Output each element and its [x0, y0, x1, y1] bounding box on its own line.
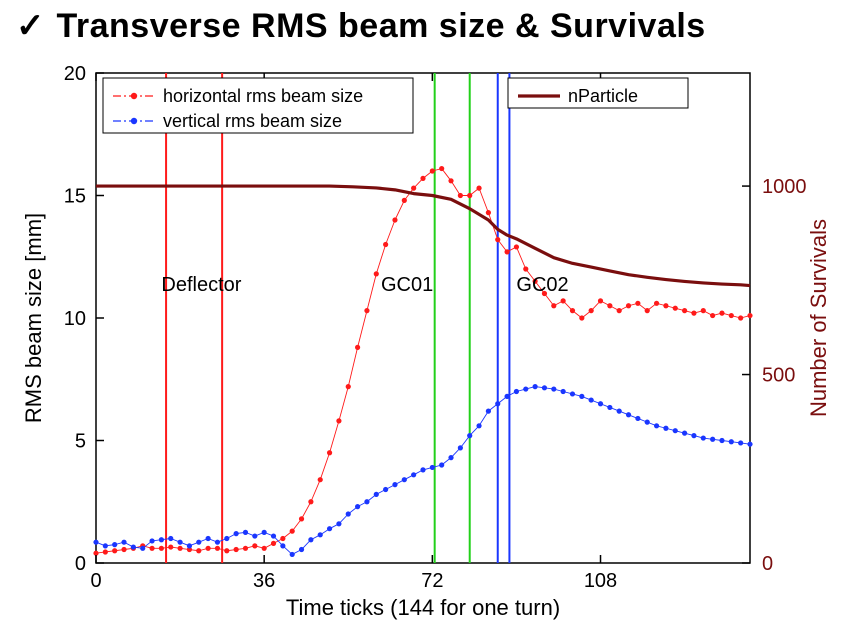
- slide-title: ✓ Transverse RMS beam size & Survivals: [16, 6, 706, 46]
- svg-text:Deflector: Deflector: [161, 274, 241, 296]
- title-text: Transverse RMS beam size & Survivals: [57, 7, 706, 46]
- svg-text:nParticle: nParticle: [568, 86, 638, 106]
- check-icon: ✓: [16, 6, 45, 46]
- svg-text:0: 0: [90, 570, 101, 592]
- svg-text:Time ticks (144 for one turn): Time ticks (144 for one turn): [286, 595, 560, 620]
- beam-chart: 0 36 72 108 0 5 10 15 20 0 500 1000 Time ticks (144 …: [8, 55, 838, 630]
- svg-text:5: 5: [75, 431, 86, 453]
- svg-text:0: 0: [75, 553, 86, 575]
- svg-text:15: 15: [64, 186, 86, 208]
- svg-text:1000: 1000: [762, 176, 807, 198]
- svg-text:36: 36: [253, 570, 275, 592]
- svg-text:GC02: GC02: [516, 274, 568, 296]
- svg-text:108: 108: [584, 570, 617, 592]
- svg-text:GC01: GC01: [381, 274, 433, 296]
- svg-text:20: 20: [64, 63, 86, 85]
- svg-text:10: 10: [64, 308, 86, 330]
- svg-text:0: 0: [762, 553, 773, 575]
- svg-text:500: 500: [762, 365, 795, 387]
- svg-text:Number of Survivals: Number of Survivals: [806, 219, 831, 417]
- svg-text:72: 72: [421, 570, 443, 592]
- svg-text:horizontal rms beam size: horizontal rms beam size: [163, 86, 363, 106]
- svg-text:vertical rms beam size: vertical rms beam size: [163, 111, 342, 131]
- svg-text:RMS beam size [mm]: RMS beam size [mm]: [21, 213, 46, 423]
